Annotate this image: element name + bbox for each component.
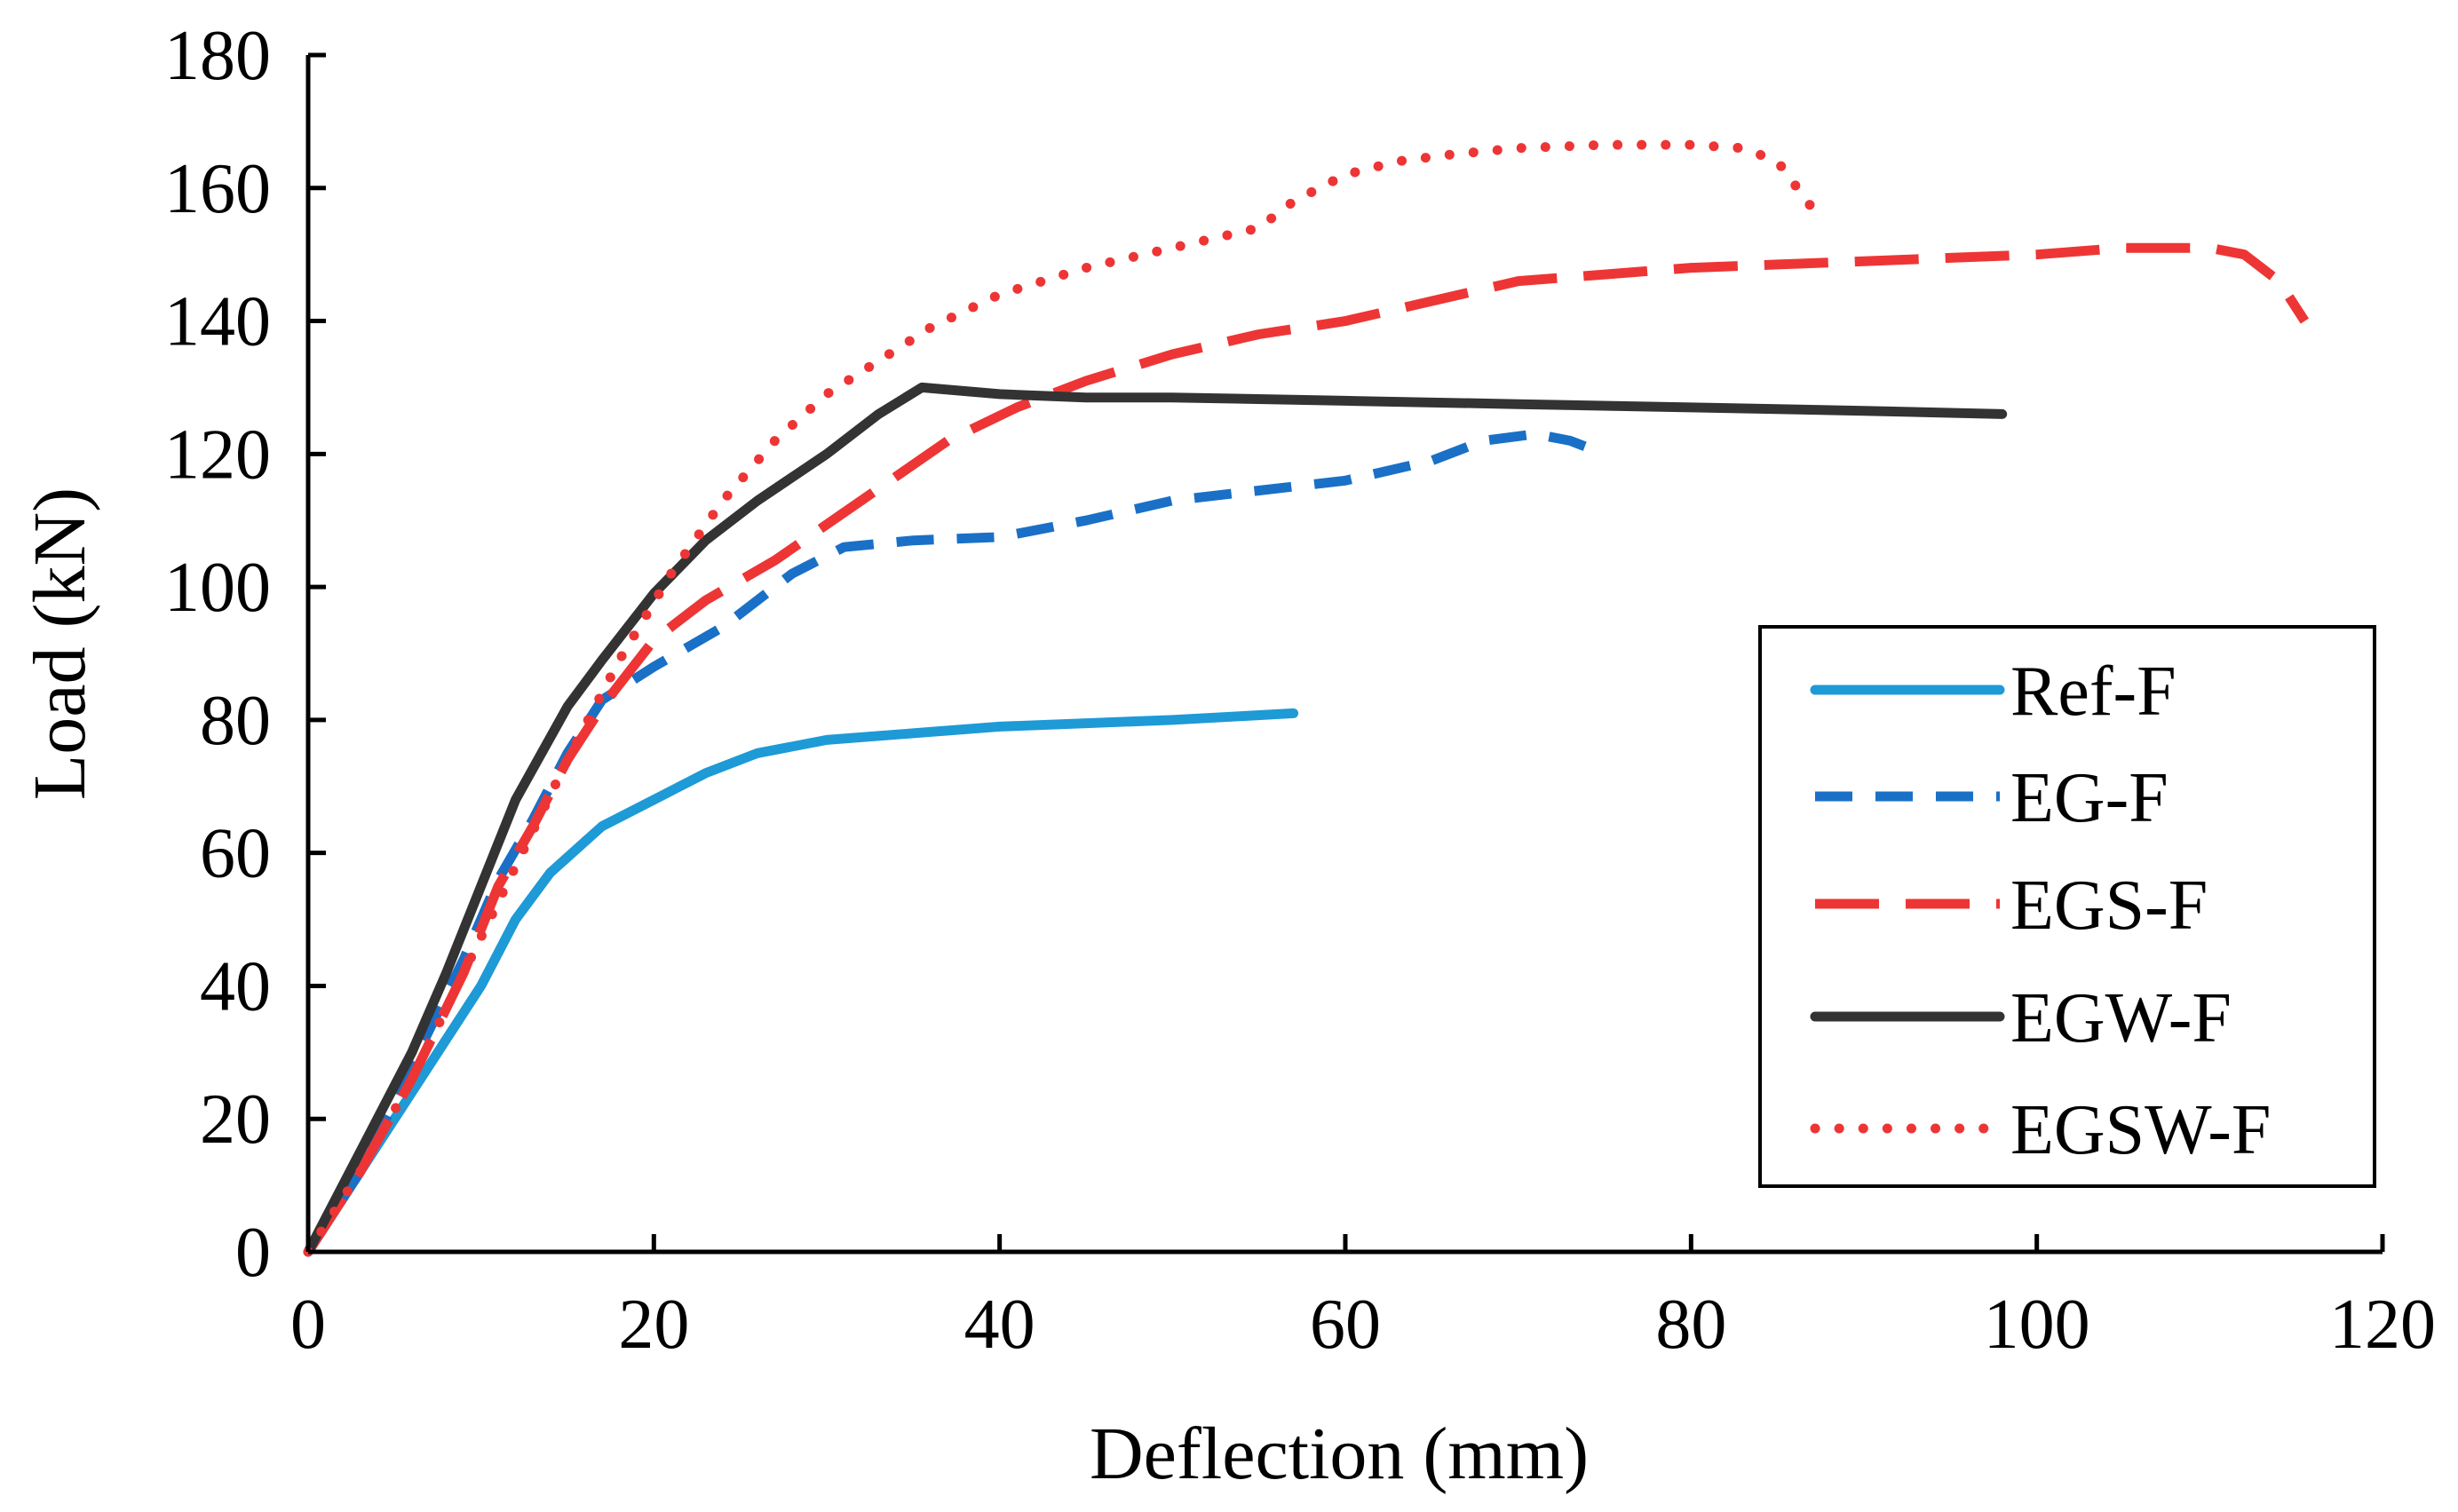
series-line-egsw-f — [303, 139, 1818, 1257]
y-tick-label: 60 — [200, 815, 271, 893]
x-tick-label: 40 — [964, 1286, 1035, 1364]
legend: Ref-F EG-F EGS-F EGW-F EGSW-F — [1758, 625, 2376, 1188]
y-tick-label: 180 — [164, 17, 271, 95]
legend-label-egw-f: EGW-F — [2010, 979, 2232, 1057]
y-tick-label: 100 — [164, 549, 271, 627]
y-tick-label: 0 — [235, 1214, 271, 1292]
y-axis-title: Load (kN) — [19, 487, 101, 800]
x-tick-label: 0 — [290, 1286, 326, 1364]
x-tick-label: 60 — [1310, 1286, 1381, 1364]
x-axis-title: Deflection (mm) — [1090, 1413, 1589, 1495]
axes-layer: 0 20 40 60 80 100 120 140 160 180 0 20 40 60 80 100 120 — [164, 17, 2436, 1364]
legend-label-eg-f: EG-F — [2010, 759, 2169, 837]
y-tick-label: 160 — [164, 150, 271, 228]
y-tick-label: 140 — [164, 283, 271, 361]
y-tick-label: 20 — [200, 1081, 271, 1159]
legend-label-ref-f: Ref-F — [2010, 653, 2177, 731]
y-tick-label: 80 — [200, 682, 271, 760]
x-tick-label: 80 — [1655, 1286, 1726, 1364]
y-tick-label: 120 — [164, 416, 271, 494]
legend-label-egsw-f: EGSW-F — [2010, 1091, 2271, 1169]
series-line-ref-f — [303, 708, 1299, 1257]
series-layer — [303, 139, 2310, 1257]
x-tick-label: 120 — [2329, 1286, 2436, 1364]
x-tick-label: 100 — [1984, 1286, 2090, 1364]
x-tick-label: 20 — [618, 1286, 689, 1364]
y-tick-label: 40 — [200, 947, 271, 1025]
series-line-egw-f — [303, 382, 2008, 1257]
legend-label-egs-f: EGS-F — [2010, 867, 2208, 945]
